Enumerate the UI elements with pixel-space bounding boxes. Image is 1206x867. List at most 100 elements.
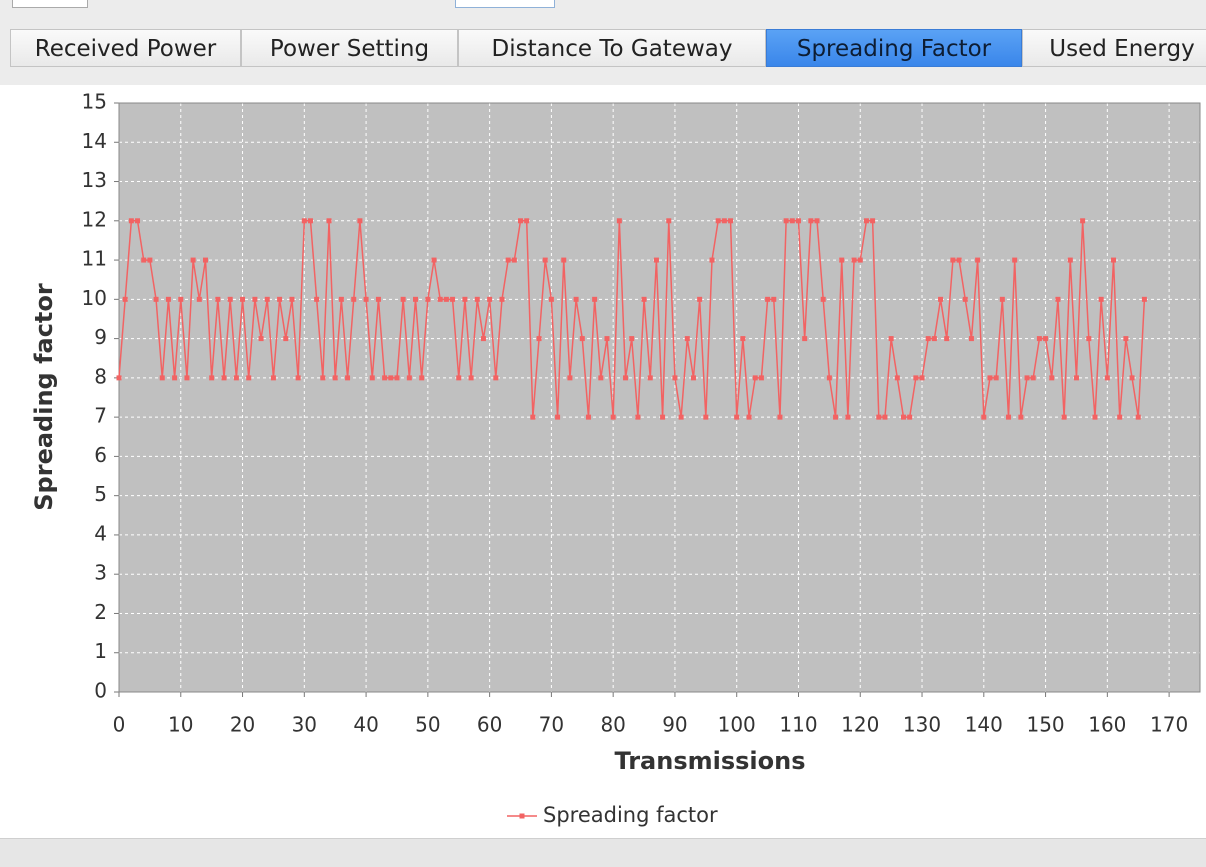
point [802,336,808,342]
point [555,414,561,420]
point [740,336,746,342]
point [165,296,171,302]
point [1006,414,1012,420]
point [542,257,548,263]
y-tick-label: 10 [82,286,107,310]
y-axis-title: Spreading factor [30,283,58,511]
point [264,296,270,302]
point [493,375,499,381]
point [728,218,734,224]
point [468,375,474,381]
y-tick-label: 14 [82,129,107,153]
point [635,414,641,420]
point [598,375,604,381]
y-tick-label: 5 [94,482,107,506]
point [443,296,449,302]
point [919,375,925,381]
point [814,218,820,224]
point [289,296,295,302]
point [746,414,752,420]
point [413,296,419,302]
point [499,296,505,302]
y-tick-label: 4 [94,521,107,545]
point [703,414,709,420]
point [690,375,696,381]
tab[interactable]: Distance To Gateway [458,29,766,67]
point [641,296,647,302]
chart: Transmissions Spreading factor 012345678… [30,90,1201,827]
x-tick-label: 80 [600,713,625,737]
point [437,296,443,302]
point [240,296,246,302]
point [419,375,425,381]
point [567,375,573,381]
point [456,375,462,381]
point [894,375,900,381]
tab[interactable]: Spreading Factor [766,29,1022,67]
point [135,218,141,224]
point [1018,414,1024,420]
x-tick-label: 150 [1026,713,1064,737]
y-tick-label: 12 [82,207,107,231]
legend-marker [519,813,525,819]
point [122,296,128,302]
point [326,218,332,224]
point [128,218,134,224]
point [876,414,882,420]
x-tick-label: 0 [113,713,126,737]
y-tick-label: 0 [94,679,107,703]
point [660,414,666,420]
point [999,296,1005,302]
point [715,218,721,224]
y-tick-label: 9 [94,325,107,349]
legend-label: Spreading factor [543,803,718,827]
point [1135,414,1141,420]
point [709,257,715,263]
y-tick-label: 8 [94,364,107,388]
point [369,375,375,381]
point [851,257,857,263]
point [258,336,264,342]
point [579,336,585,342]
point [795,218,801,224]
point [808,218,814,224]
point [450,296,456,302]
point [678,414,684,420]
point [697,296,703,302]
point [536,336,542,342]
point [425,296,431,302]
point [159,375,165,381]
point [332,375,338,381]
point [1092,414,1098,420]
point [1061,414,1067,420]
y-tick-label: 15 [82,90,107,114]
point [375,296,381,302]
tab[interactable]: Received Power [10,29,241,67]
point [116,375,122,381]
tab[interactable]: Used Energy [1022,29,1206,67]
point [1080,218,1086,224]
x-tick-label: 60 [477,713,502,737]
point [981,414,987,420]
point [1117,414,1123,420]
x-tick-label: 130 [903,713,941,737]
point [913,375,919,381]
point [394,375,400,381]
point [270,375,276,381]
point [511,257,517,263]
point [1036,336,1042,342]
point [938,296,944,302]
point [320,375,326,381]
point [962,296,968,302]
x-tick-label: 160 [1088,713,1126,737]
point [153,296,159,302]
x-tick-label: 50 [415,713,440,737]
point [870,218,876,224]
point [1012,257,1018,263]
point [931,336,937,342]
point [530,414,536,420]
point [826,375,832,381]
point [196,296,202,302]
point [172,375,178,381]
tab[interactable]: Power Setting [241,29,458,67]
